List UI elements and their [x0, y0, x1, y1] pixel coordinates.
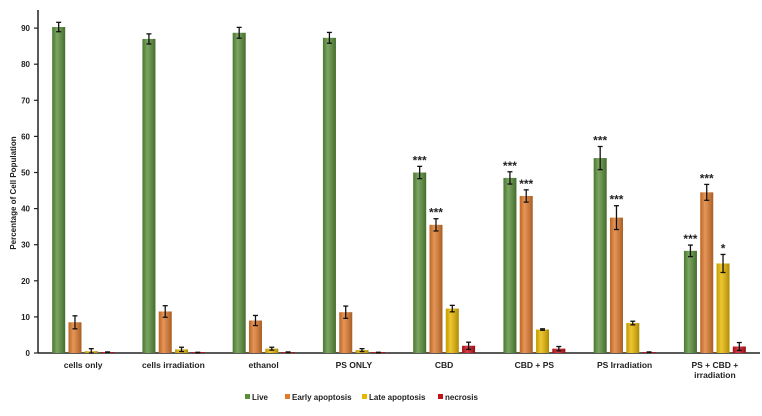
bar-shading: [593, 158, 607, 353]
bar-shading: [232, 32, 246, 353]
x-tick-label: PS ONLY: [336, 360, 373, 370]
bar-shading: [609, 217, 623, 353]
bar-shading: [626, 323, 640, 353]
y-tick-label: 50: [21, 169, 30, 178]
y-tick-label: 20: [21, 277, 30, 286]
legend-label: Early apoptosis: [292, 393, 352, 402]
significance-label: ***: [519, 177, 533, 191]
bar-shading: [429, 224, 443, 353]
significance-label: ***: [683, 232, 697, 246]
legend-swatch: [438, 394, 443, 399]
bar-shading: [158, 311, 172, 353]
y-tick-label: 30: [21, 241, 30, 250]
y-tick-label: 90: [21, 24, 30, 33]
bar-shading: [700, 192, 714, 353]
x-tick-label: ethanol: [249, 360, 279, 370]
bar-shading: [248, 320, 262, 353]
x-tick-label: CBD: [435, 360, 453, 370]
x-tick-label: cells only: [64, 360, 103, 370]
x-tick-label: PS + CBD +: [691, 360, 738, 370]
bar-shading: [322, 37, 336, 354]
legend-swatch: [285, 394, 290, 399]
y-tick-label: 70: [21, 96, 30, 105]
bar-shading: [503, 177, 517, 353]
x-tick-label: CBD + PS: [515, 360, 555, 370]
legend-swatch: [362, 394, 367, 399]
bar-shading: [683, 250, 697, 353]
legend-swatch: [245, 394, 250, 399]
bar-shading: [339, 312, 353, 353]
x-tick-label: PS Irradiation: [597, 360, 652, 370]
bar-shading: [68, 322, 82, 353]
bar-shading: [413, 172, 427, 353]
significance-label: ***: [429, 206, 443, 220]
x-tick-label: irradiation: [694, 370, 736, 380]
significance-label: ***: [609, 193, 623, 207]
significance-label: ***: [503, 159, 517, 173]
y-axis-label: Percentage of Cell Population: [9, 136, 18, 249]
y-tick-label: 0: [26, 349, 31, 358]
y-tick-label: 60: [21, 132, 30, 141]
y-tick-label: 80: [21, 60, 30, 69]
significance-label: *: [721, 241, 726, 255]
bar-shading: [52, 27, 66, 354]
bar-shading: [265, 348, 279, 353]
bar-shading: [445, 308, 459, 353]
x-tick-label: cells irradiation: [142, 360, 205, 370]
legend-label: Late apoptosis: [369, 393, 426, 402]
significance-label: ***: [700, 171, 714, 185]
legend-label: necrosis: [445, 393, 478, 402]
significance-label: ***: [413, 153, 427, 167]
significance-label: ***: [593, 134, 607, 148]
y-tick-label: 40: [21, 205, 30, 214]
bar-shading: [536, 329, 550, 353]
bar-shading: [716, 263, 730, 353]
bar-shading: [519, 195, 533, 353]
y-tick-label: 10: [21, 313, 30, 322]
legend-label: Live: [252, 393, 269, 402]
bar-shading: [142, 38, 156, 354]
